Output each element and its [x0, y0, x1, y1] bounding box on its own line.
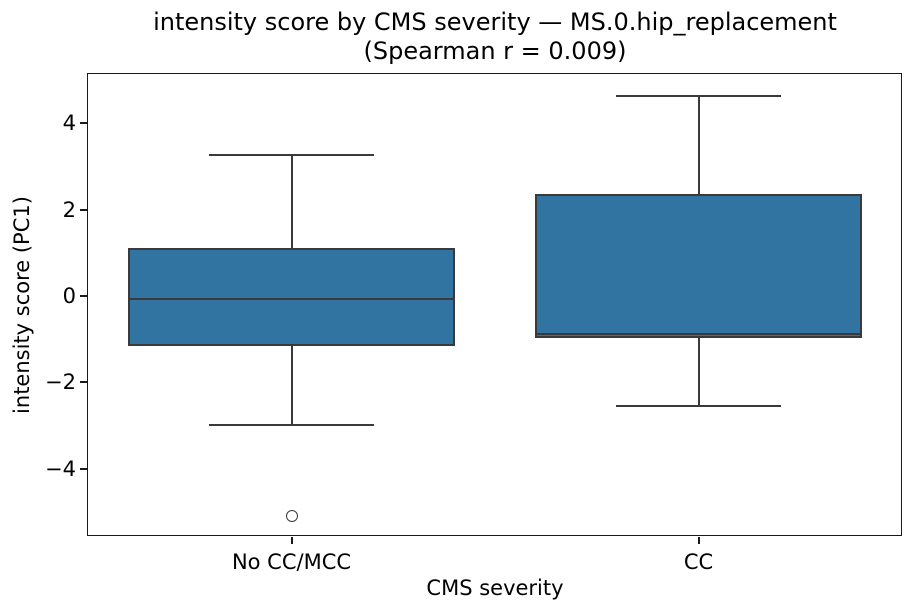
iqr-box [535, 194, 862, 338]
upper-whisker-cap [209, 153, 374, 156]
upper-whisker [697, 96, 700, 195]
x-tick-mark [697, 537, 700, 544]
y-tick-label: 0 [62, 283, 76, 308]
lower-whisker-cap [616, 405, 781, 408]
lower-whisker [290, 346, 293, 426]
y-tick-mark [80, 294, 87, 297]
y-tick-mark [80, 208, 87, 211]
y-tick-label: −2 [45, 370, 76, 395]
y-tick-label: −4 [45, 456, 76, 481]
lower-whisker [697, 337, 700, 407]
x-tick-mark [290, 537, 293, 544]
upper-whisker-cap [616, 95, 781, 98]
iqr-box [128, 248, 455, 347]
chart-subtitle: (Spearman r = 0.009) [363, 37, 627, 65]
y-tick-mark [80, 122, 87, 125]
chart-title: intensity score by CMS severity — MS.0.h… [153, 8, 837, 36]
median-line [128, 298, 455, 301]
y-tick-label: 2 [62, 197, 76, 222]
y-tick-mark [80, 381, 87, 384]
lower-whisker-cap [209, 424, 374, 427]
x-tick-label: No CC/MCC [231, 550, 352, 574]
upper-whisker [290, 154, 293, 249]
x-tick-label: CC [683, 550, 714, 574]
y-tick-label: 4 [62, 111, 76, 136]
median-line [535, 332, 862, 335]
y-tick-mark [80, 467, 87, 470]
outlier-point [285, 510, 298, 523]
x-axis-label: CMS severity [426, 576, 564, 600]
